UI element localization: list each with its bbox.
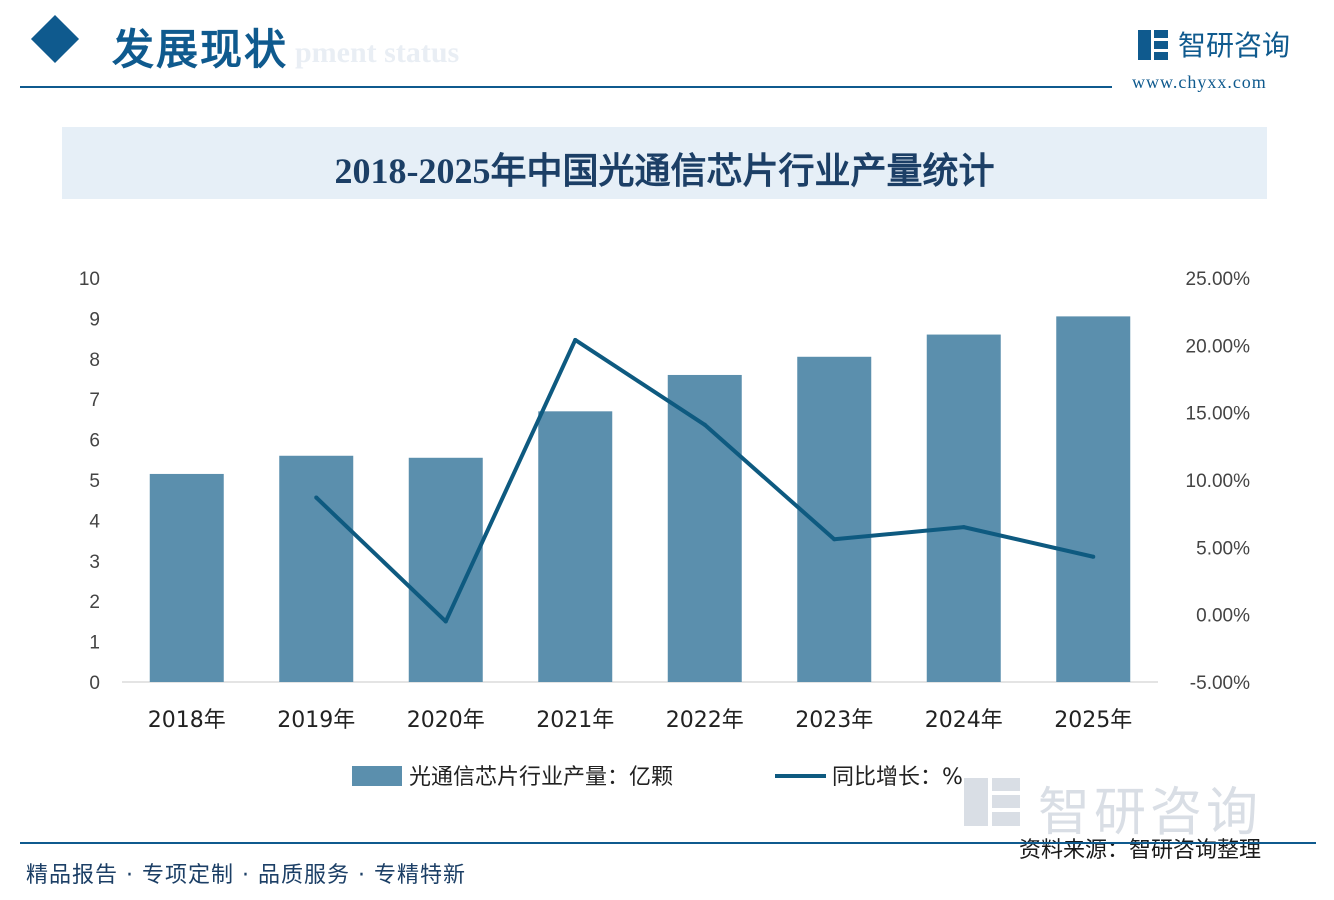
y-left-tick-label: 8: [89, 350, 100, 371]
y-left-tick-label: 3: [89, 552, 100, 573]
footer-tagline: 精品报告 · 专项定制 · 品质服务 · 专精特新: [26, 863, 466, 888]
line-point: [702, 422, 707, 427]
line-point: [1091, 554, 1096, 559]
y-left-tick-label: 6: [89, 431, 100, 452]
chart-title: 2018-2025年中国光通信芯片行业产量统计: [334, 151, 995, 191]
legend-bar-label: 光通信芯片行业产量：亿颗: [409, 765, 673, 790]
line-point: [443, 619, 448, 624]
bar: [538, 411, 613, 682]
bar: [667, 374, 742, 682]
x-tick-label: 2023年: [795, 708, 873, 733]
legend-line-label: 同比增长：%: [832, 765, 963, 790]
brand-name: 智研咨询: [1178, 29, 1291, 62]
x-tick-label: 2018年: [148, 708, 226, 733]
watermark-logo-icon: [962, 776, 1024, 828]
y-left-tick-label: 5: [89, 471, 100, 492]
brand-url[interactable]: www.chyxx.com: [1132, 72, 1267, 92]
y-right-tick-label: 0.00%: [1196, 606, 1250, 627]
y-left-tick-label: 7: [89, 390, 100, 411]
x-tick-label: 2020年: [407, 708, 485, 733]
bar: [149, 473, 224, 682]
watermark-text: 智研咨询: [1038, 783, 1263, 843]
header-subtitle-watermark: pment status: [295, 36, 460, 69]
y-left-tick-label: 10: [79, 269, 100, 290]
x-tick-label: 2022年: [666, 708, 744, 733]
page-title: 发展现状: [112, 25, 289, 74]
bar: [797, 356, 872, 682]
chart-title-band: [62, 127, 1267, 199]
y-right-tick-label: 10.00%: [1186, 471, 1251, 492]
bar: [1056, 316, 1131, 682]
y-right-tick-label: 25.00%: [1186, 269, 1251, 290]
brand-logo-icon: [1138, 30, 1168, 60]
line-point: [961, 525, 966, 530]
y-right-tick-label: 5.00%: [1196, 538, 1250, 559]
y-right-tick-label: -5.00%: [1190, 673, 1250, 694]
y-left-tick-label: 2: [89, 592, 100, 613]
bar: [279, 455, 354, 682]
x-tick-label: 2021年: [536, 708, 614, 733]
footer-divider: [20, 842, 1316, 844]
x-tick-label: 2025年: [1054, 708, 1132, 733]
line-point: [832, 537, 837, 542]
y-left-tick-label: 4: [89, 511, 100, 532]
y-left-tick-label: 9: [89, 309, 100, 330]
y-left-tick-label: 1: [89, 633, 100, 654]
y-right-tick-label: 15.00%: [1186, 404, 1251, 425]
x-tick-label: 2019年: [277, 708, 355, 733]
header-divider: [20, 86, 1112, 88]
bar: [926, 334, 1001, 682]
legend-bar-swatch: [352, 766, 402, 786]
source-note: 资料来源：智研咨询整理: [1019, 838, 1262, 863]
line-point: [573, 337, 578, 342]
line-point: [314, 495, 319, 500]
x-tick-label: 2024年: [925, 708, 1003, 733]
y-right-tick-label: 20.00%: [1186, 336, 1251, 357]
y-left-tick-label: 0: [89, 673, 100, 694]
